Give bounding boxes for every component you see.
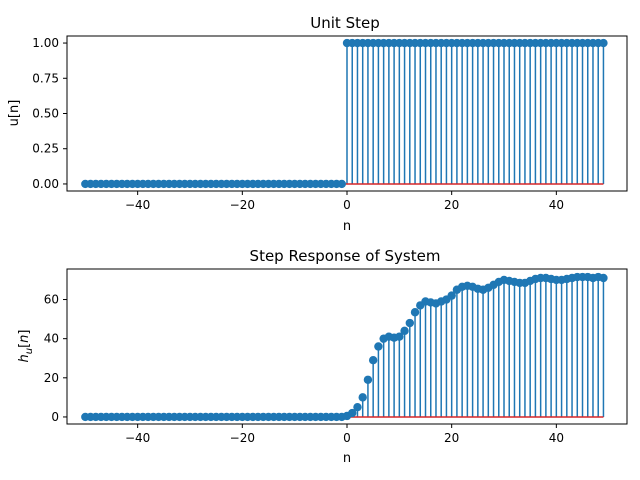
unit-step-y-ticks: 0.00 0.25 0.50 0.75 1.00: [32, 36, 67, 191]
unit-step-y-tick-label: 0.50: [32, 107, 59, 121]
unit-step-y-tick-label: 1.00: [32, 36, 59, 50]
step-response-axes: Step Response of System −40 −20 0 20 40 0 20 4…: [17, 247, 628, 466]
unit-step-marker: [599, 38, 608, 48]
step-response-y-label: hu[n]: [17, 330, 35, 363]
step-response-x-tick-label: −40: [125, 431, 150, 445]
step-response-y-tick-label: 0: [51, 410, 59, 424]
step-response-plot-area: [81, 272, 608, 422]
step-response-marker: [447, 291, 456, 300]
step-response-marker: [400, 326, 409, 336]
unit-step-plot-area: [81, 38, 608, 189]
step-response-marker: [410, 308, 420, 317]
step-response-marker: [363, 375, 373, 384]
unit-step-marker: [337, 179, 346, 189]
unit-step-x-tick-label: −40: [125, 198, 150, 212]
y-label-sub-u: u: [24, 348, 35, 354]
step-response-marker: [374, 342, 383, 351]
step-response-title: Step Response of System: [250, 247, 441, 265]
step-response-x-tick-label: 20: [444, 431, 459, 445]
unit-step-title: Unit Step: [310, 14, 379, 32]
unit-step-y-tick-label: 0.00: [32, 177, 59, 191]
step-response-y-ticks: 0 20 40 60: [44, 293, 67, 424]
step-response-frame: [66, 268, 628, 425]
step-response-marker: [368, 355, 378, 365]
step-response-marker: [599, 273, 608, 283]
y-label-h: h: [17, 354, 32, 362]
step-response-x-label: n: [343, 451, 351, 466]
step-response-marker: [353, 402, 362, 412]
unit-step-y-tick-label: 0.75: [32, 71, 59, 85]
step-response-x-ticks: −40 −20 0 20 40: [125, 424, 564, 445]
y-label-bracket-open: [: [17, 343, 32, 348]
step-response-x-tick-label: 40: [549, 431, 564, 445]
step-response-y-tick-label: 20: [44, 371, 59, 385]
unit-step-x-ticks: −40 −20 0 20 40: [125, 191, 564, 212]
y-label-bracket-close: ]: [17, 330, 32, 335]
step-response-marker: [405, 318, 415, 328]
unit-step-y-label: u[n]: [7, 100, 22, 127]
step-response-x-tick-label: 0: [343, 431, 351, 445]
step-response-y-tick-label: 40: [44, 332, 59, 346]
unit-step-x-tick-label: 40: [549, 198, 564, 212]
step-response-marker: [348, 408, 357, 418]
step-response-marker: [358, 393, 367, 402]
step-response-x-tick-label: −20: [230, 431, 255, 445]
step-response-y-tick-label: 60: [44, 293, 59, 307]
unit-step-x-tick-label: 0: [343, 198, 351, 212]
step-response-marker: [395, 332, 404, 341]
unit-step-axes: Unit Step −40 −20 0 20 40 0.00 0.25 0.50 0.75 1.…: [7, 14, 628, 234]
unit-step-y-tick-label: 0.25: [32, 142, 59, 156]
unit-step-x-tick-label: 20: [444, 198, 459, 212]
unit-step-x-label: n: [343, 219, 351, 234]
y-label-n: n: [17, 335, 32, 343]
unit-step-x-tick-label: −20: [230, 198, 255, 212]
